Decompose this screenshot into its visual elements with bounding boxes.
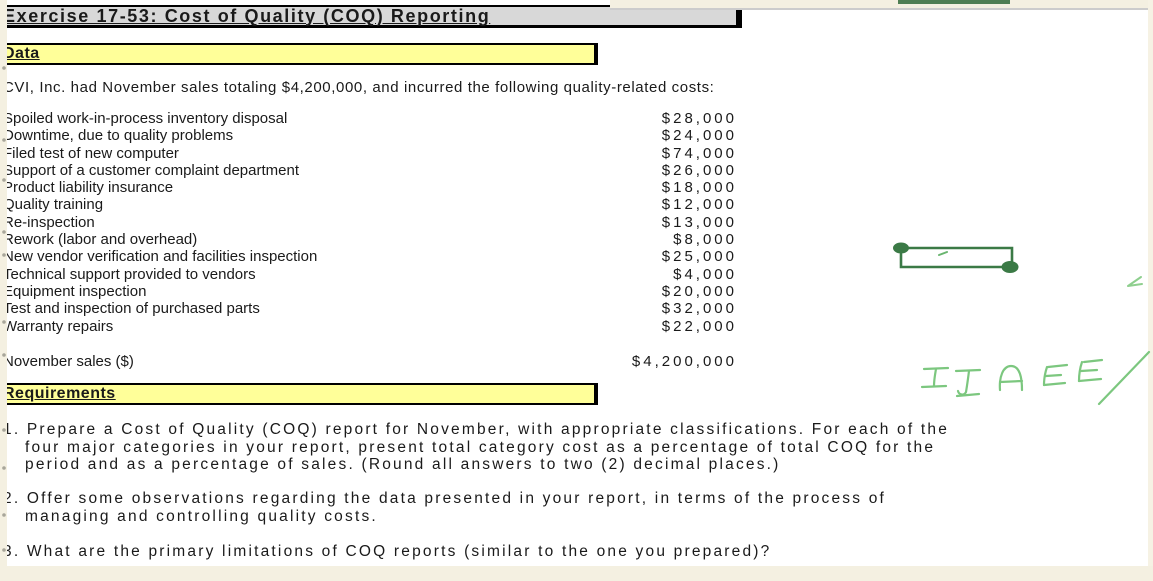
exercise-title-box: Exercise 17-53: Cost of Quality (COQ) Re… — [7, 5, 742, 28]
sales-row: November sales ($) $4,200,000 — [7, 353, 737, 371]
table-row: Filed test of new computer $74,000 — [7, 145, 737, 162]
sales-amount: $4,200,000 — [631, 353, 737, 370]
requirement-3: 3. What are the primary limitations of C… — [7, 543, 771, 561]
cost-amount: $4,000 — [673, 265, 737, 283]
table-row: Product liability insurance $18,000 — [7, 179, 737, 196]
table-row: Rework (labor and overhead) $8,000 — [7, 231, 737, 248]
table-row: Spoiled work-in-process inventory dispos… — [7, 110, 737, 127]
cost-amount: $26,000 — [661, 161, 737, 179]
requirement-2: 2. Offer some observations regarding the… — [7, 490, 886, 525]
cost-amount: $22,000 — [661, 317, 737, 335]
cost-label: Re-inspection — [7, 213, 95, 231]
cost-amount: $24,000 — [661, 127, 737, 145]
cost-label: New vendor verification and facilities i… — [7, 248, 318, 266]
requirement-line: 1. Prepare a Cost of Quality (COQ) repor… — [7, 421, 950, 438]
right-margin-strip — [1148, 0, 1153, 581]
cost-amount: $12,000 — [661, 196, 737, 214]
bottom-margin-strip — [0, 566, 1153, 581]
cost-label: Equipment inspection — [7, 282, 147, 300]
cost-label: Rework (labor and overhead) — [7, 231, 198, 249]
cost-amount: $32,000 — [661, 300, 737, 318]
table-row: Test and inspection of purchased parts $3… — [7, 300, 737, 317]
cost-amount: $13,000 — [661, 213, 737, 231]
table-row: Quality training $12,000 — [7, 196, 737, 213]
cost-list: Spoiled work-in-process inventory dispos… — [7, 110, 737, 335]
page-title: Exercise 17-53: Cost of Quality (COQ) Re… — [7, 5, 491, 26]
cost-label: Test and inspection of purchased parts — [7, 300, 260, 318]
cost-amount: $20,000 — [661, 282, 737, 300]
cost-label: Technical support provided to vendors — [7, 265, 256, 283]
cost-amount: $74,000 — [661, 144, 737, 162]
cost-label: Downtime, due to quality problems — [7, 127, 234, 145]
cost-label: Warranty repairs — [7, 317, 114, 335]
intro-sentence: CVI, Inc. had November sales totaling $4… — [7, 79, 715, 96]
cost-amount: $18,000 — [661, 179, 737, 197]
cost-label: Quality training — [7, 196, 104, 214]
requirement-line: 3. What are the primary limitations of C… — [7, 543, 772, 560]
table-row: Support of a customer complaint departme… — [7, 162, 737, 179]
table-row: Downtime, due to quality problems $24,000 — [7, 127, 737, 144]
left-margin-strip — [0, 0, 7, 581]
requirement-line: period and as a percentage of sales. (Ro… — [25, 456, 781, 473]
table-row: Re-inspection $13,000 — [7, 214, 737, 231]
data-section-header-box: Data — [7, 43, 598, 65]
data-section-header: Data — [7, 45, 40, 62]
worksheet-area: Exercise 17-53: Cost of Quality (COQ) Re… — [7, 0, 1148, 566]
table-row: Technical support provided to vendors $4,… — [7, 266, 737, 283]
table-row: Equipment inspection $20,000 — [7, 283, 737, 300]
top-margin-strip — [610, 0, 1153, 10]
requirement-line: four major categories in your report, pr… — [25, 438, 936, 456]
sales-label: November sales ($) — [7, 353, 134, 370]
cost-label: Filed test of new computer — [7, 144, 179, 162]
cost-amount: $28,000 — [661, 110, 737, 127]
requirements-section-header: Requirements — [7, 385, 116, 402]
cost-label: Spoiled work-in-process inventory dispos… — [7, 110, 288, 127]
cost-label: Support of a customer complaint departme… — [7, 161, 299, 179]
cost-label: Product liability insurance — [7, 179, 174, 197]
cost-amount: $8,000 — [673, 231, 737, 249]
requirements-section-header-box: Requirements — [7, 383, 598, 405]
requirement-1: 1. Prepare a Cost of Quality (COQ) repor… — [7, 421, 949, 474]
requirement-line: 2. Offer some observations regarding the… — [7, 490, 887, 507]
table-row: New vendor verification and facilities i… — [7, 248, 737, 265]
requirement-line: managing and controlling quality costs. — [25, 507, 378, 525]
cost-amount: $25,000 — [661, 248, 737, 266]
table-row: Warranty repairs $22,000 — [7, 318, 737, 335]
